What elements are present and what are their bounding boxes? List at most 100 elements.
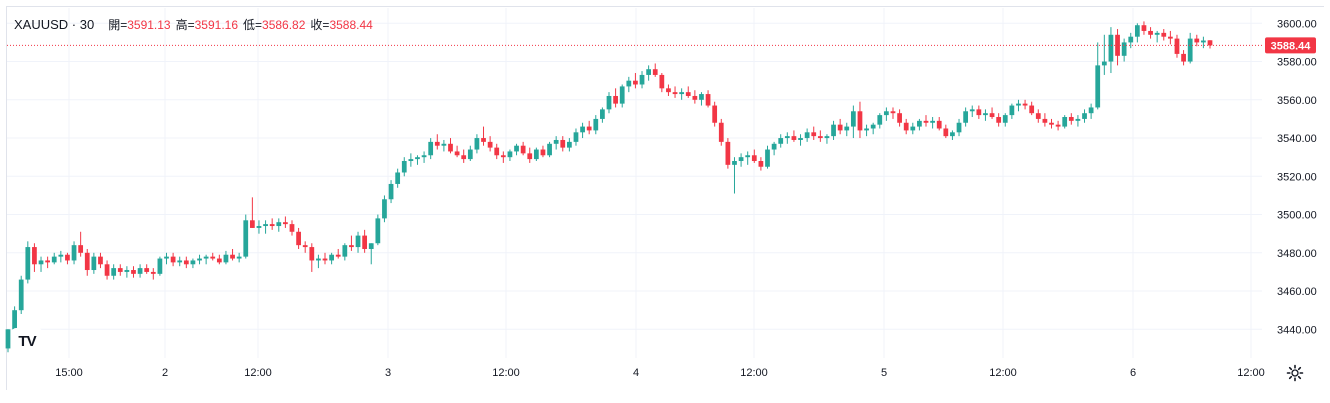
- candle-body: [104, 264, 110, 276]
- candle-body: [560, 139, 566, 148]
- candle-body: [32, 247, 37, 265]
- y-tick-label: 3500.00: [1277, 210, 1317, 222]
- candle-body: [606, 95, 612, 110]
- candle-body: [434, 141, 440, 146]
- candle-body: [1088, 107, 1094, 114]
- candle-body: [45, 260, 51, 263]
- candle-body: [1009, 105, 1015, 116]
- candle-body: [322, 258, 328, 261]
- candle-body: [963, 111, 969, 123]
- candle-body: [989, 113, 995, 118]
- candle-body: [1049, 122, 1054, 125]
- candle-body: [956, 122, 962, 133]
- candle-body: [943, 128, 949, 137]
- candle-body: [910, 126, 916, 131]
- x-tick-label: 12:00: [989, 367, 1017, 379]
- candle-body: [804, 132, 810, 139]
- y-tick-label: 3540.00: [1277, 133, 1317, 145]
- chart-grid: [7, 8, 1262, 358]
- candle-body: [335, 254, 341, 257]
- candle-body: [705, 94, 711, 106]
- candle-body: [58, 254, 64, 257]
- candle-body: [283, 222, 288, 225]
- candle-body: [1055, 124, 1061, 127]
- candle-body: [137, 268, 143, 274]
- candle-body: [864, 128, 869, 131]
- candle-body: [1095, 65, 1101, 108]
- candle-body: [1101, 61, 1107, 66]
- chart-legend: XAUUSD · 30 開=3591.13 高=3591.16 低=3586.8…: [14, 16, 378, 33]
- candle-body: [5, 329, 11, 349]
- candle-body: [388, 183, 394, 200]
- candle-body: [745, 155, 751, 158]
- candle-body: [520, 145, 526, 154]
- candle-body: [349, 245, 354, 248]
- candle-body: [428, 141, 434, 156]
- candle-body: [699, 94, 704, 100]
- candle-body: [778, 138, 784, 144]
- candle-body: [857, 111, 863, 131]
- candle-body: [269, 224, 275, 227]
- candle-body: [791, 136, 797, 140]
- candle-body: [289, 224, 295, 232]
- candle-body: [831, 124, 836, 137]
- y-tick-label: 3580.00: [1277, 57, 1317, 69]
- candle-body: [507, 151, 513, 158]
- candle-body: [448, 143, 453, 152]
- candle-body: [685, 92, 691, 96]
- candle-body: [18, 279, 24, 311]
- candle-body: [884, 111, 889, 116]
- candle-body: [732, 161, 737, 165]
- candle-body: [850, 111, 856, 127]
- candle-body: [316, 258, 321, 261]
- x-tick-label: 4: [633, 367, 639, 379]
- candle-body: [652, 69, 658, 75]
- candle-body: [1029, 105, 1035, 114]
- candle-body: [586, 126, 592, 131]
- symbol-label[interactable]: XAUUSD · 30: [14, 17, 95, 32]
- y-tick-label: 3600.00: [1277, 18, 1317, 30]
- candle-body: [817, 136, 823, 139]
- candle-body: [170, 256, 176, 263]
- candle-body: [71, 245, 77, 261]
- candle-body: [923, 120, 929, 123]
- gear-icon[interactable]: [1286, 364, 1304, 382]
- candle-body: [837, 124, 843, 131]
- candle-body: [481, 138, 486, 142]
- candle-body: [659, 74, 665, 89]
- tradingview-logo[interactable]: TV: [12, 328, 42, 354]
- candle-body: [1128, 36, 1134, 43]
- candle-body: [164, 256, 169, 259]
- candle-body: [619, 86, 625, 104]
- candle-body: [936, 120, 942, 129]
- candle-body: [527, 153, 533, 160]
- chart-frame: [6, 6, 1324, 390]
- candle-body: [256, 226, 262, 228]
- candle-body: [983, 113, 988, 116]
- candle-body: [626, 80, 632, 87]
- candle-body: [1194, 38, 1200, 43]
- x-tick-label: 2: [162, 367, 168, 379]
- candle-body: [454, 151, 460, 156]
- candle-body: [725, 141, 731, 165]
- candle-body: [533, 149, 539, 160]
- candle-body: [1022, 103, 1028, 106]
- candle-body: [1187, 38, 1193, 62]
- candle-body: [368, 243, 374, 249]
- candle-body: [1141, 25, 1147, 31]
- candle-body: [1167, 36, 1173, 39]
- x-tick-label: 12:00: [492, 367, 520, 379]
- candle-body: [1082, 113, 1087, 119]
- candle-body: [844, 126, 850, 131]
- price-axis: 3440.00 3460.00 3480.00 3500.00 3520.00 3540.…: [1265, 18, 1317, 336]
- candle-body: [1201, 40, 1206, 43]
- x-tick-label: 3: [385, 367, 391, 379]
- candle-body: [157, 258, 163, 274]
- candle-body: [144, 268, 150, 272]
- candle-body: [216, 258, 222, 263]
- candle-body: [177, 260, 183, 263]
- candle-body: [474, 138, 480, 150]
- candle-body: [613, 95, 618, 104]
- candle-body: [84, 252, 90, 271]
